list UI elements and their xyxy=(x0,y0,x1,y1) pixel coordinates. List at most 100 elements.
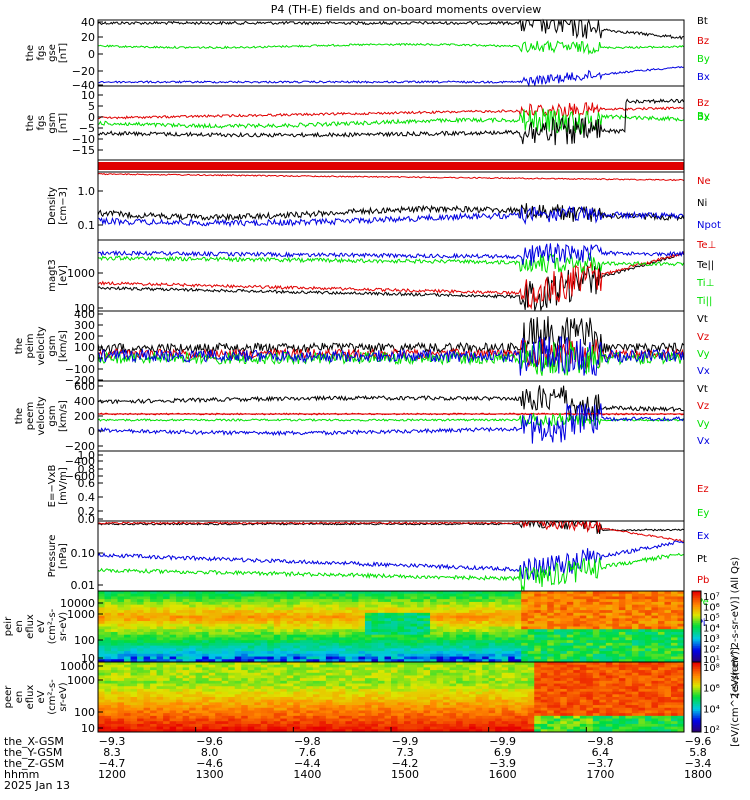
spectrogram-cell xyxy=(514,715,522,719)
spectrogram-cell xyxy=(462,691,470,695)
spectrogram-cell xyxy=(644,705,652,709)
spectrogram-cell xyxy=(417,713,424,717)
spectrogram-cell xyxy=(189,645,197,649)
spectrogram-cell xyxy=(299,678,307,682)
spectrogram-cell xyxy=(189,651,197,655)
spectrogram-cell xyxy=(215,662,223,666)
spectrogram-cell xyxy=(143,621,151,625)
spectrogram-cell xyxy=(521,721,529,725)
spectrogram-cell xyxy=(417,672,424,676)
spectrogram-cell xyxy=(241,612,249,616)
spectrogram-cell xyxy=(267,640,275,644)
spectrogram-cell xyxy=(377,694,385,698)
spectrogram-cell xyxy=(351,718,359,722)
spectrogram-cell xyxy=(137,662,144,666)
spectrogram-cell xyxy=(254,678,262,682)
colorbar-cell xyxy=(692,646,701,649)
spectrogram-cell xyxy=(104,697,112,701)
spectrogram-cell xyxy=(508,715,516,719)
spectrogram-cell xyxy=(293,593,301,597)
spectrogram-cell xyxy=(547,718,555,722)
spectrogram-cell xyxy=(599,604,607,608)
spectrogram-cell xyxy=(325,705,333,709)
spectrogram-cell xyxy=(397,691,405,695)
spectrogram-cell xyxy=(488,604,496,608)
spectrogram-cell xyxy=(566,691,574,695)
spectrogram-cell xyxy=(312,713,320,717)
spectrogram-cell xyxy=(514,607,522,611)
spectrogram-cell xyxy=(657,672,665,676)
spectrogram-cell xyxy=(228,699,236,703)
spectrogram-cell xyxy=(625,707,633,711)
spectrogram-cell xyxy=(521,648,529,652)
spectrogram-cell xyxy=(456,707,464,711)
spectrogram-cell xyxy=(664,729,672,733)
spectrogram-cell xyxy=(358,607,366,611)
spectrogram-cell xyxy=(280,601,288,606)
spectrogram-cell xyxy=(208,691,216,695)
spectrogram-cell xyxy=(150,640,157,644)
spectrogram-cell xyxy=(475,621,483,625)
spectrogram-cell xyxy=(208,591,216,595)
spectrogram-cell xyxy=(397,656,405,660)
spectrogram-cell xyxy=(670,651,678,655)
spectrogram-cell xyxy=(384,637,392,641)
spectrogram-cell xyxy=(293,607,301,611)
spectrogram-cell xyxy=(312,656,320,660)
spectrogram-cell xyxy=(163,607,171,611)
spectrogram-cell xyxy=(573,662,581,666)
spectrogram-cell xyxy=(547,631,555,636)
spectrogram-cell xyxy=(560,691,568,695)
colorbar-cell xyxy=(692,695,701,698)
spectrogram-cell xyxy=(312,645,320,649)
spectrogram-cell xyxy=(475,702,483,706)
spectrogram-cell xyxy=(280,683,288,687)
spectrogram-cell xyxy=(592,680,600,684)
spectrogram-cell xyxy=(228,629,236,633)
spectrogram-cell xyxy=(163,667,171,671)
spectrogram-cell xyxy=(293,621,301,625)
spectrogram-cell xyxy=(299,721,307,725)
spectrogram-cell xyxy=(521,637,529,641)
spectrogram-cell xyxy=(404,715,411,719)
spectrogram-cell xyxy=(98,648,105,652)
spectrogram-cell xyxy=(260,702,268,706)
y-tick-label: 0.2 xyxy=(78,505,96,518)
spectrogram-cell xyxy=(137,723,144,728)
spectrogram-cell xyxy=(462,612,470,616)
spectrogram-cell xyxy=(130,683,138,687)
spectrogram-cell xyxy=(189,623,197,627)
spectrogram-cell xyxy=(605,702,613,706)
spectrogram-cell xyxy=(228,596,236,600)
spectrogram-cell xyxy=(670,713,678,717)
legend-entry: Ex xyxy=(697,531,709,542)
spectrogram-cell xyxy=(143,680,151,684)
spectrogram-cell xyxy=(456,648,464,652)
spectrogram-cell xyxy=(111,672,118,676)
spectrogram-cell xyxy=(195,596,203,600)
spectrogram-cell xyxy=(345,634,353,638)
spectrogram-cell xyxy=(325,599,333,603)
spectrogram-cell xyxy=(332,648,340,652)
spectrogram-cell xyxy=(195,615,203,619)
spectrogram-cell xyxy=(651,726,659,730)
spectrogram-cell xyxy=(377,640,385,644)
spectrogram-cell xyxy=(605,618,613,622)
spectrogram-cell xyxy=(117,604,125,608)
spectrogram-cell xyxy=(618,705,626,709)
spectrogram-cell xyxy=(221,670,229,674)
spectrogram-cell xyxy=(677,593,685,597)
spectrogram-cell xyxy=(540,640,548,644)
spectrogram-cell xyxy=(247,721,255,725)
spectrogram-cell xyxy=(436,729,444,733)
spectrogram-cell xyxy=(527,694,535,698)
spectrogram-cell xyxy=(273,604,281,608)
spectrogram-cell xyxy=(143,686,151,690)
spectrogram-cell xyxy=(404,670,411,674)
spectrogram-cell xyxy=(345,651,353,655)
y-axis-label: (cm²-s- xyxy=(47,608,58,644)
spectrogram-cell xyxy=(644,612,652,616)
spectrogram-cell xyxy=(189,631,197,636)
spectrogram-cell xyxy=(215,593,223,597)
spectrogram-cell xyxy=(332,721,340,725)
